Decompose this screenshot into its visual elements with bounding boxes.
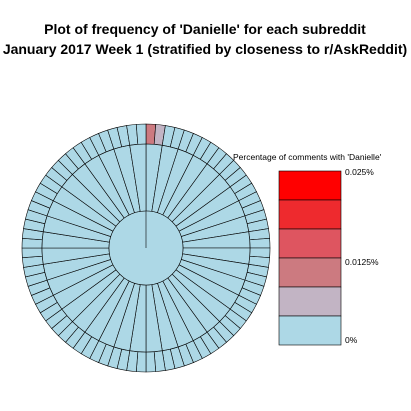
legend-label: 0% <box>345 335 358 345</box>
sunburst-rings <box>21 123 271 373</box>
legend-title: Percentage of comments with 'Danielle' <box>233 152 382 162</box>
outer-ring-segment <box>135 123 147 145</box>
legend-swatch <box>278 257 342 288</box>
outer-ring-segment <box>21 247 43 259</box>
legend-swatch <box>278 170 342 201</box>
legend-swatch <box>278 286 342 317</box>
legend-swatch <box>278 315 342 346</box>
legend-label: 0.025% <box>345 167 374 177</box>
outer-ring-segment <box>145 351 157 373</box>
legend-label: 0.0125% <box>345 257 379 267</box>
legend-swatch <box>278 199 342 230</box>
color-legend: 0.025% 0.0125% 0% <box>278 167 379 346</box>
chart-title-line1: Plot of frequency of 'Danielle' for each… <box>44 21 366 37</box>
chart-title-line2: January 2017 Week 1 (stratified by close… <box>3 41 407 57</box>
outer-ring-segment <box>249 237 271 249</box>
legend-swatch <box>278 228 342 259</box>
